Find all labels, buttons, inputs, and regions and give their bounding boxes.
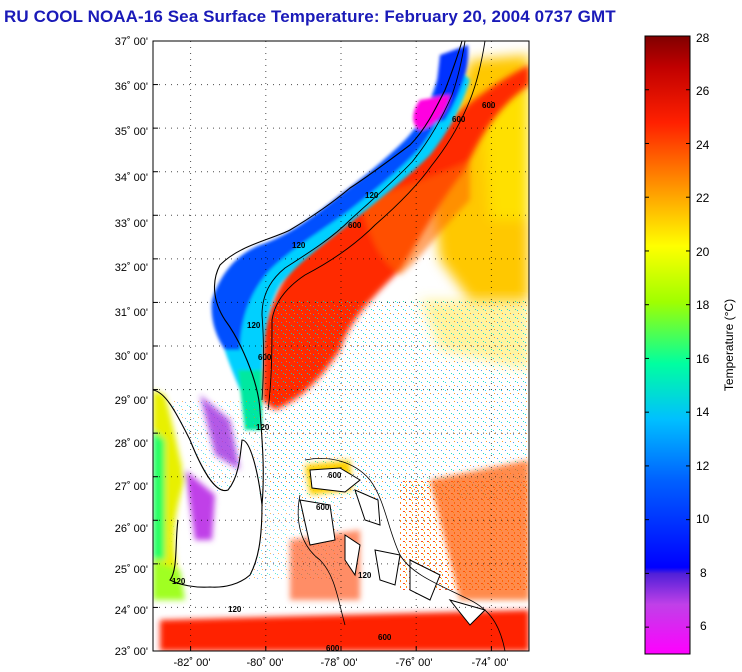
contour-label: 120 bbox=[247, 321, 261, 330]
lon-label: -76˚ 00' bbox=[396, 657, 433, 669]
lat-label: 30˚ 00' bbox=[115, 351, 148, 363]
colorbar: 28 26 24 22 20 18 16 14 12 10 8 6 Temper… bbox=[644, 31, 736, 655]
contour-label: 120 bbox=[365, 191, 379, 200]
colorbar-tick-label: 18 bbox=[696, 298, 710, 312]
map-frame bbox=[152, 40, 530, 652]
contour-600m bbox=[267, 41, 486, 411]
contour-label: 120 bbox=[256, 423, 270, 432]
contour-label: 600 bbox=[258, 353, 272, 362]
contour-120m bbox=[261, 41, 466, 401]
colorbar-gradient bbox=[644, 35, 691, 655]
colorbar-tick-label: 22 bbox=[696, 191, 710, 205]
contour-label: 120 bbox=[172, 577, 186, 586]
colorbar-tick-label: 28 bbox=[696, 31, 710, 45]
colorbar-tick-label: 6 bbox=[700, 619, 707, 633]
gulf-of-mexico-shelf bbox=[153, 390, 240, 600]
lat-label: 34˚ 00' bbox=[115, 172, 148, 184]
lat-label: 29˚ 00' bbox=[115, 395, 148, 407]
contour-label: 120 bbox=[228, 605, 242, 614]
lon-label: -80˚ 00' bbox=[247, 657, 284, 669]
lat-label: 32˚ 00' bbox=[115, 262, 148, 274]
contour-label: 600 bbox=[316, 503, 330, 512]
lat-label: 37˚ 00' bbox=[115, 36, 148, 48]
contour-label: 600 bbox=[452, 115, 466, 124]
bahamas-islands bbox=[299, 467, 486, 626]
sst-map-area: 600 120 600 120 120 600 120 600 600 120 … bbox=[153, 41, 529, 653]
lat-label: 28˚ 00' bbox=[115, 438, 148, 450]
contour-label: 120 bbox=[358, 571, 372, 580]
colorbar-tick-label: 8 bbox=[700, 566, 707, 580]
lon-label: -78˚ 00' bbox=[321, 657, 358, 669]
lat-label: 36˚ 00' bbox=[115, 81, 148, 93]
colorbar-tick-label: 12 bbox=[696, 459, 710, 473]
lat-label: 23˚ 00' bbox=[115, 646, 148, 658]
colorbar-tick-label: 10 bbox=[696, 512, 710, 526]
lat-label: 35˚ 00' bbox=[115, 126, 148, 138]
lat-label: 31˚ 00' bbox=[115, 307, 148, 319]
coastline bbox=[153, 41, 463, 588]
map-title: RU COOL NOAA-16 Sea Surface Temperature:… bbox=[4, 7, 616, 26]
colorbar-ticks bbox=[645, 35, 690, 628]
colorbar-tick-label: 26 bbox=[696, 84, 710, 98]
lat-label: 25˚ 00' bbox=[115, 564, 148, 576]
lat-label: 24˚ 00' bbox=[115, 605, 148, 617]
colorbar-tick-label: 16 bbox=[696, 352, 710, 366]
contour-label: 600 bbox=[348, 221, 362, 230]
contour-label: 120 bbox=[292, 241, 306, 250]
colorbar-tick-label: 20 bbox=[696, 245, 710, 259]
colorbar-tick-label: 24 bbox=[696, 138, 710, 152]
lat-label: 26˚ 00' bbox=[115, 523, 148, 535]
contour-bahamas bbox=[297, 458, 506, 651]
latitude-axis: 37˚ 00' 36˚ 00' 35˚ 00' 34˚ 00' 33˚ 00' … bbox=[115, 36, 148, 658]
lon-label: -74˚ 00' bbox=[472, 657, 509, 669]
lon-label: -82˚ 00' bbox=[174, 657, 211, 669]
lat-label: 27˚ 00' bbox=[115, 481, 148, 493]
contour-label: 600 bbox=[328, 471, 342, 480]
contour-label: 600 bbox=[482, 101, 496, 110]
contour-label: 600 bbox=[326, 644, 340, 653]
lat-label: 33˚ 00' bbox=[115, 218, 148, 230]
contour-label: 600 bbox=[378, 633, 392, 642]
longitude-axis: -82˚ 00' -80˚ 00' -78˚ 00' -76˚ 00' -74˚… bbox=[174, 657, 509, 669]
colorbar-title: Temperature (°C) bbox=[722, 299, 736, 391]
colorbar-tick-label: 14 bbox=[696, 405, 710, 419]
